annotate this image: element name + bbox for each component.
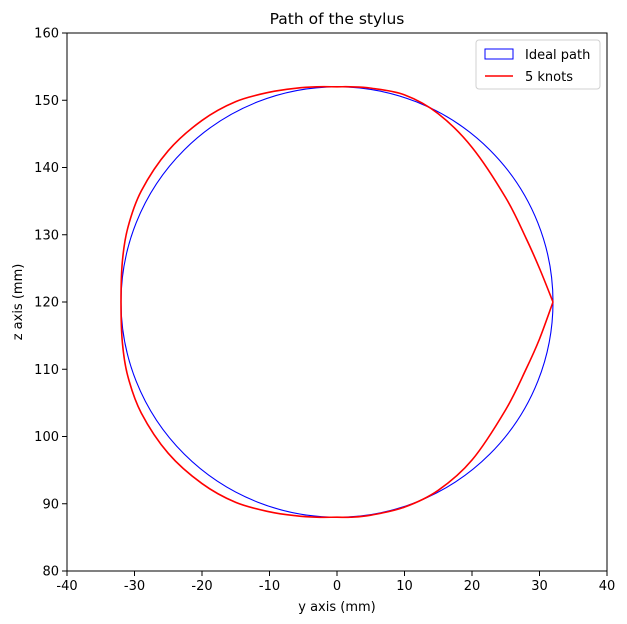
- y-tick-label: 160: [34, 27, 59, 42]
- y-tick-label: 140: [34, 161, 59, 176]
- x-tick-label: -40: [56, 579, 77, 594]
- x-tick-label: -10: [259, 579, 280, 594]
- legend-label: 5 knots: [525, 70, 573, 85]
- x-tick-label: -30: [124, 579, 145, 594]
- x-tick-label: 30: [531, 579, 548, 594]
- x-tick-label: 0: [333, 579, 341, 594]
- chart-title: Path of the stylus: [270, 10, 405, 28]
- x-tick-label: -20: [191, 579, 212, 594]
- x-tick-label: 40: [599, 579, 616, 594]
- y-tick-label: 130: [34, 228, 59, 243]
- series-5-knots-line: [120, 85, 554, 519]
- x-tick-label: 10: [396, 579, 413, 594]
- legend-label: Ideal path: [525, 48, 590, 63]
- y-tick-label: 110: [34, 363, 59, 378]
- y-tick-label: 80: [42, 565, 59, 580]
- legend-swatch-ideal-path: [484, 48, 514, 60]
- legend: Ideal path 5 knots: [475, 39, 601, 90]
- y-axis-title: z axis (mm): [11, 264, 26, 341]
- y-tick-label: 90: [42, 497, 59, 512]
- y-tick-label: 100: [34, 430, 59, 445]
- axis-ticks: -40 -30 -20 -10 0 10 20 30 40 80 90 100 110 120 130 140…: [34, 27, 615, 595]
- y-tick-label: 150: [34, 94, 59, 109]
- x-axis-title: y axis (mm): [298, 600, 375, 615]
- y-tick-label: 120: [34, 296, 59, 311]
- x-tick-label: 20: [464, 579, 481, 594]
